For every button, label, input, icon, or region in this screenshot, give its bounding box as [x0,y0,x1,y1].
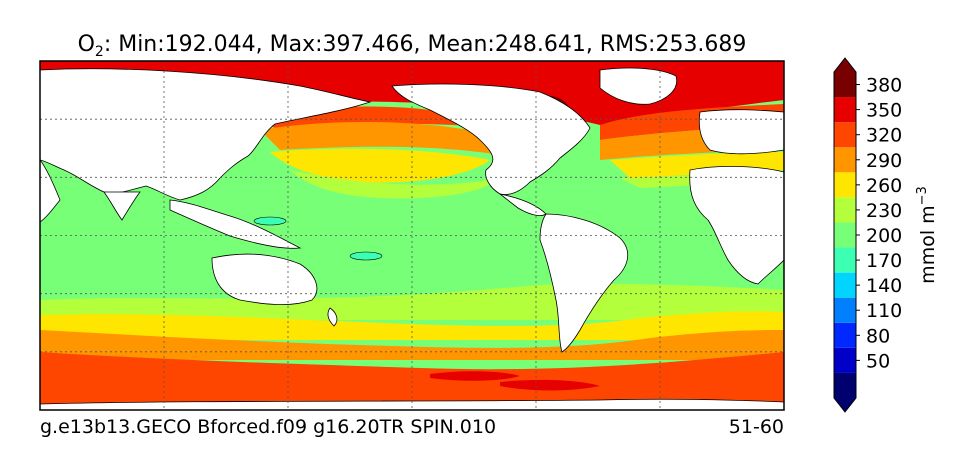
ocean-spot-teal-1 [253,216,287,226]
colorbar-bin [834,97,856,123]
colorbar-label-exponent: −3 [915,186,930,205]
land-eurasia [40,68,372,201]
colorbar-bin [834,322,856,348]
ocean-band-north-orange [250,104,784,140]
colorbar-extend-min [834,372,856,412]
land-europe [698,109,784,155]
ocean-band-south-amber [40,330,784,360]
land-greenland [599,67,678,105]
footer-run-name: g.e13b13.GECO Bforced.f09 g16.20TR SPIN.… [40,416,496,438]
colorbar-tick-label: 170 [866,250,902,272]
colorbar-bin [834,222,856,248]
land-north-america [391,83,591,195]
colorbar-tick-label: 200 [866,225,902,247]
colorbar-tick-label: 140 [866,275,902,297]
land-africa [689,165,784,285]
colorbar-tick-label: 320 [866,125,902,147]
land-antarctica [40,398,784,410]
title-subscript: 2 [95,44,104,60]
land-indonesia [169,199,302,249]
colorbar: 380 350 320 290 260 230 200 170 140 110 80 50 [833,57,902,413]
ocean-spot-red [430,371,600,391]
ocean-spot-teal-2 [349,251,383,261]
colorbar-tick-label: 260 [866,175,902,197]
footer-period: 51-60 [729,416,784,438]
land-new-zealand [327,307,338,327]
land-australia [211,253,318,306]
colorbar-label-text: mmol m [917,205,939,283]
colorbar-label: mmol m−3 [915,186,939,284]
colorbar-bin [834,172,856,198]
ocean-band-north-yellow [270,148,784,183]
land [40,67,784,410]
colorbar-bin [834,297,856,323]
ocean-band-north-amber [260,121,784,160]
gridlines [40,61,784,410]
colorbar-outline [833,57,857,413]
colorbar-tick-label: 50 [866,350,890,372]
colorbar-tick-label: 290 [866,150,902,172]
map-panel [39,60,785,411]
colorbar-bin [834,147,856,173]
colorbar-bin [834,347,856,373]
ocean-band-south-yellow [40,311,784,340]
land-africa-east [40,159,61,223]
title-variable: O [78,32,95,57]
colorbar-tick-label: 350 [866,100,902,122]
colorbar-bin [834,272,856,298]
land-india [103,191,141,221]
land-south-america [539,213,628,353]
colorbar-tick-label: 80 [866,325,890,347]
colorbar-tick-label: 380 [866,75,902,97]
map-frame [39,60,785,411]
colorbar-bin [834,247,856,273]
colorbar-tick-label: 110 [866,300,902,322]
colorbar-bin [834,197,856,223]
colorbar-extend-max [834,58,856,98]
colorbar-tick-label: 230 [866,200,902,222]
chart-title: O2: Min:192.044, Max:397.466, Mean:248.6… [78,32,747,60]
title-stats: : Min:192.044, Max:397.466, Mean:248.641… [104,32,747,57]
colorbar-bin [834,122,856,148]
